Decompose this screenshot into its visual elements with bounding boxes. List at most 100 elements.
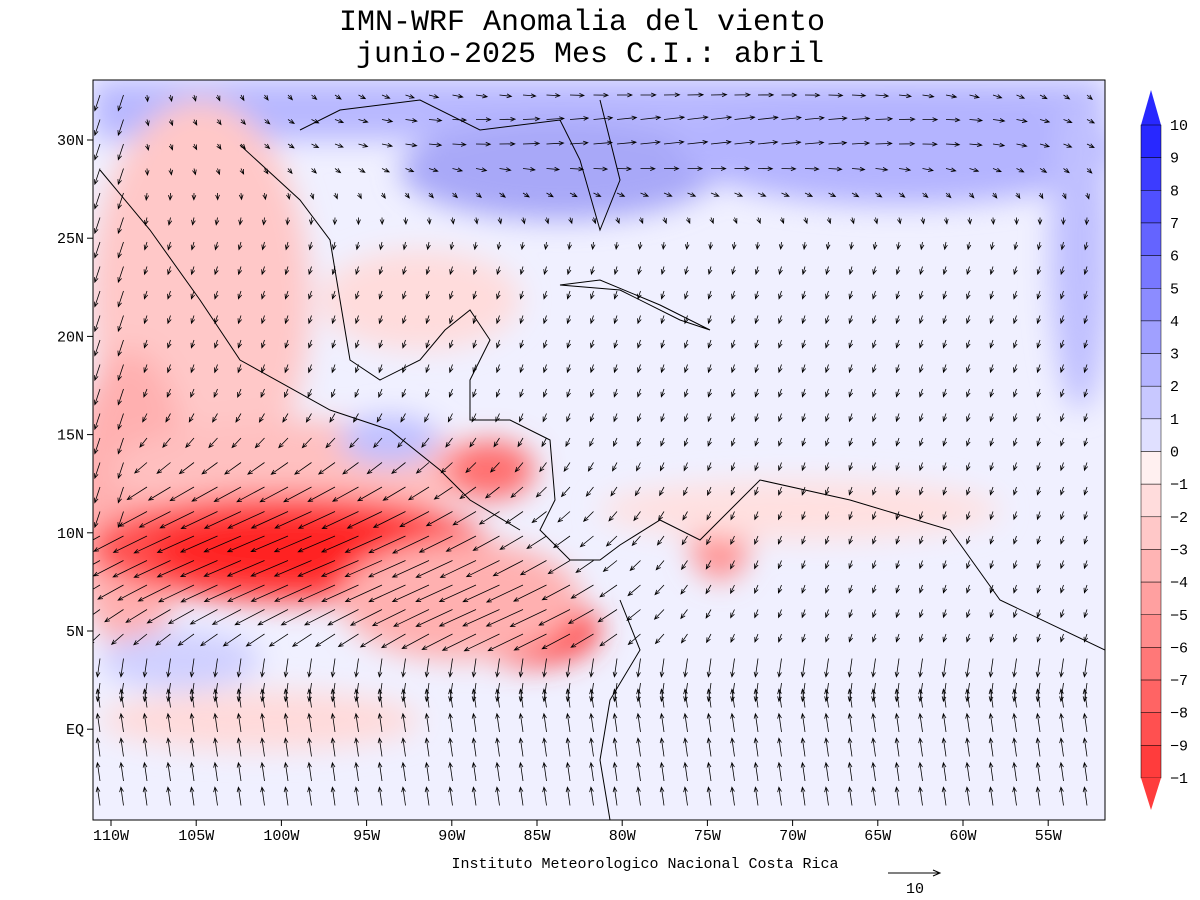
wind-vector (828, 92, 844, 98)
wind-vector (1035, 737, 1041, 757)
wind-vector (283, 688, 289, 708)
wind-vector (542, 761, 547, 782)
wind-vector (659, 712, 665, 733)
wind-vector (709, 217, 714, 225)
wind-vector (660, 339, 666, 349)
wind-vector (1059, 761, 1064, 782)
lon-label: 100W (263, 828, 299, 845)
wind-vector (517, 437, 524, 448)
wind-vector (519, 413, 524, 423)
wind-vector (357, 486, 383, 502)
wind-vector (1083, 339, 1089, 349)
wind-vector (189, 609, 218, 625)
wind-vector (213, 688, 218, 708)
wind-vector (754, 413, 759, 423)
colorbar-box (1140, 516, 1162, 550)
wind-vector (663, 192, 673, 197)
wind-vector (211, 609, 242, 625)
wind-vector (119, 658, 124, 678)
wind-vector (355, 290, 360, 300)
wind-vector (1083, 511, 1089, 521)
wind-vector (377, 737, 383, 757)
wind-vector (895, 437, 901, 447)
wind-vector (260, 388, 265, 398)
wind-vector (871, 737, 876, 757)
wind-vector (754, 560, 759, 570)
colorbar-box (1140, 745, 1162, 779)
wind-vector (117, 266, 124, 284)
wind-vector (967, 217, 973, 225)
wind-vector (707, 266, 713, 276)
wind-vector (707, 437, 712, 447)
wind-vector (261, 290, 266, 300)
wind-vector (685, 217, 691, 225)
wind-vector (966, 364, 971, 374)
wind-vector (518, 786, 524, 806)
wind-vector (213, 658, 218, 678)
wind-vector (236, 486, 265, 503)
wind-vector (707, 364, 712, 374)
wind-vector (898, 167, 912, 172)
wind-vector (118, 511, 148, 527)
wind-vector (754, 266, 760, 276)
wind-vector (824, 737, 829, 757)
wind-vector (168, 168, 174, 176)
wind-vector (969, 167, 980, 173)
wind-vector (966, 290, 971, 300)
wind-vector (1037, 241, 1042, 251)
wind-vector (848, 388, 854, 398)
wind-vector (283, 786, 289, 806)
wind-vector (403, 217, 408, 225)
wind-vector (519, 315, 525, 325)
wind-vector (687, 92, 705, 98)
wind-vector (777, 688, 782, 708)
wind-vector (684, 241, 690, 251)
wind-vector (706, 511, 712, 521)
wind-vector (599, 633, 618, 647)
wind-vector (803, 217, 808, 225)
wind-vector (1012, 737, 1017, 757)
wind-vector (708, 241, 714, 251)
wind-vector (448, 712, 453, 733)
wind-vector (330, 737, 336, 757)
wind-vector (613, 388, 618, 398)
wind-vector (1082, 737, 1088, 757)
wind-vector (872, 609, 877, 619)
wind-vector (848, 266, 854, 276)
wind-vector (358, 143, 369, 148)
wind-vector (331, 388, 336, 398)
wind-vector (331, 486, 359, 502)
wind-vector (95, 712, 101, 733)
wind-vector (922, 93, 935, 99)
wind-vector (378, 339, 383, 349)
wind-vector (590, 339, 595, 349)
wind-vector (519, 339, 524, 349)
wind-vector (117, 119, 124, 137)
wind-vector (1082, 688, 1088, 708)
wind-vector (286, 192, 291, 201)
wind-vector (499, 93, 513, 99)
wind-vector (449, 315, 454, 325)
wind-vector (399, 511, 430, 528)
wind-vector (138, 511, 171, 528)
wind-vector (1083, 535, 1089, 545)
wind-vector (472, 388, 477, 398)
wind-vector (354, 388, 360, 398)
wind-vector (613, 315, 619, 325)
wind-vector (683, 712, 688, 733)
wind-vector (94, 339, 101, 357)
wind-vector (401, 761, 406, 782)
wind-vector (1060, 633, 1065, 643)
wind-vector (966, 560, 971, 570)
wind-vector (894, 737, 900, 757)
wind-vector (192, 119, 198, 126)
wind-vector (496, 315, 501, 325)
wind-vector (424, 712, 430, 733)
wind-vector (308, 339, 313, 349)
wind-vector (1013, 462, 1018, 472)
wind-vector (660, 315, 666, 325)
wind-vector (1083, 315, 1089, 325)
wind-vector (1036, 315, 1042, 325)
wind-vector (777, 511, 783, 521)
wind-vector (801, 511, 806, 521)
